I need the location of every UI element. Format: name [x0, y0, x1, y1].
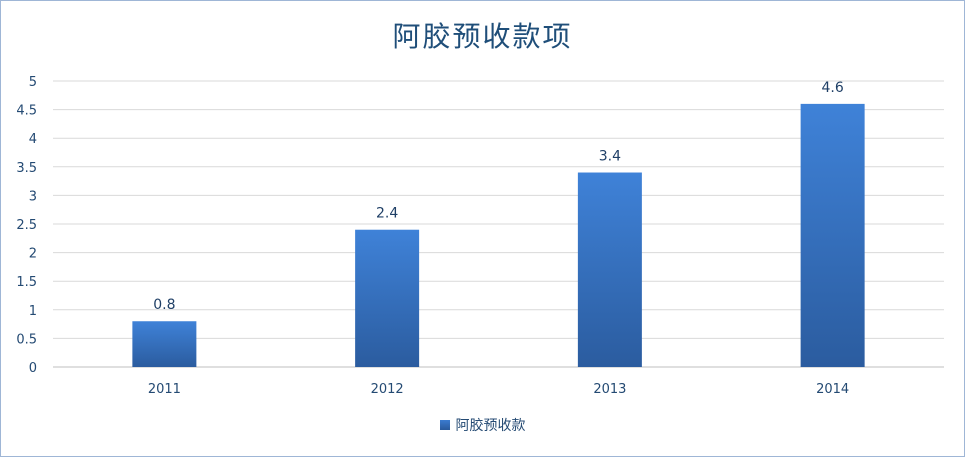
y-axis-ticks: 0 0.5 1 1.5 2 2.5 3 3.5 4 4.5 5 — [16, 75, 37, 376]
grid-lines — [53, 80, 944, 368]
legend-label: 阿胶预收款 — [455, 418, 526, 434]
x-axis-ticks: 2011 2012 2013 2014 — [148, 382, 849, 397]
y-tick-label: 0.5 — [16, 332, 37, 347]
x-tick-label-2011: 2011 — [148, 382, 181, 397]
y-tick-label: 1 — [29, 304, 37, 319]
x-tick-label-2014: 2014 — [816, 382, 849, 397]
y-tick-label: 2.5 — [16, 218, 37, 233]
data-label-2011: 0.8 — [153, 297, 175, 313]
bar-2012 — [355, 229, 420, 367]
y-tick-label: 3.5 — [16, 161, 37, 176]
y-tick-label: 2 — [29, 247, 37, 262]
y-tick-label: 5 — [29, 75, 37, 90]
data-label-2012: 2.4 — [376, 206, 398, 222]
bars: 0.8 2.4 3.4 4.6 — [132, 80, 865, 367]
y-tick-label: 1.5 — [16, 275, 37, 290]
y-tick-label: 4.5 — [16, 104, 37, 119]
data-label-2013: 3.4 — [599, 149, 621, 165]
x-tick-label-2012: 2012 — [371, 382, 404, 397]
legend-swatch — [439, 420, 450, 430]
y-tick-label: 3 — [29, 189, 37, 204]
legend: 阿胶预收款 — [1, 415, 964, 435]
bar-2011 — [132, 321, 197, 367]
x-tick-label-2013: 2013 — [593, 382, 626, 397]
bar-2014 — [800, 103, 865, 367]
bar-2013 — [577, 172, 642, 367]
chart-title: 阿胶预收款项 — [392, 20, 573, 53]
data-label-2014: 4.6 — [821, 80, 843, 96]
y-tick-label: 0 — [29, 361, 37, 376]
y-tick-label: 4 — [29, 132, 37, 147]
